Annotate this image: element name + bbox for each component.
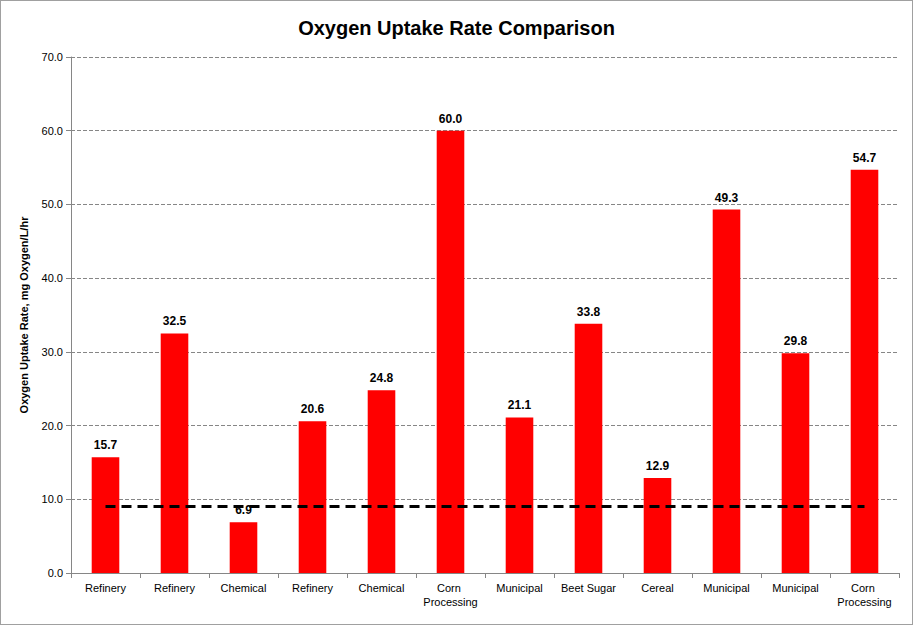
svg-text:0.0: 0.0 — [48, 567, 63, 579]
svg-text:Corn: Corn — [437, 582, 464, 594]
svg-text:15.7: 15.7 — [94, 438, 118, 452]
svg-text:54.7: 54.7 — [853, 151, 877, 165]
svg-text:Municipal: Municipal — [496, 582, 542, 594]
svg-text:32.5: 32.5 — [163, 314, 187, 328]
svg-text:10.0: 10.0 — [42, 493, 63, 505]
svg-text:50.0: 50.0 — [42, 198, 63, 210]
svg-text:33.8: 33.8 — [577, 305, 601, 319]
svg-text:12.9: 12.9 — [646, 459, 670, 473]
svg-text:60.0: 60.0 — [439, 112, 463, 126]
svg-text:Cereal: Cereal — [641, 582, 673, 594]
svg-text:Chemical: Chemical — [221, 582, 267, 594]
svg-text:21.1: 21.1 — [508, 398, 532, 412]
svg-text:49.3: 49.3 — [715, 191, 739, 205]
svg-text:Processing: Processing — [423, 596, 477, 608]
svg-text:Oxygen Uptake Rate, mg Oxygen/: Oxygen Uptake Rate, mg Oxygen/L/hr — [18, 216, 30, 414]
svg-text:20.0: 20.0 — [42, 420, 63, 432]
svg-text:20.6: 20.6 — [301, 402, 325, 416]
svg-text:Municipal: Municipal — [703, 582, 749, 594]
svg-text:Beet Sugar: Beet Sugar — [561, 582, 616, 594]
svg-text:Municipal: Municipal — [772, 582, 818, 594]
svg-text:29.8: 29.8 — [784, 334, 808, 348]
svg-text:Oxygen Uptake Rate Comparison: Oxygen Uptake Rate Comparison — [298, 17, 615, 39]
svg-text:Chemical: Chemical — [359, 582, 405, 594]
svg-text:Refinery: Refinery — [85, 582, 126, 594]
svg-text:Refinery: Refinery — [292, 582, 333, 594]
svg-text:30.0: 30.0 — [42, 346, 63, 358]
svg-text:Processing: Processing — [837, 596, 891, 608]
svg-text:Refinery: Refinery — [154, 582, 195, 594]
svg-text:40.0: 40.0 — [42, 272, 63, 284]
svg-text:Corn: Corn — [851, 582, 878, 594]
svg-text:6.9: 6.9 — [235, 503, 252, 518]
svg-text:60.0: 60.0 — [42, 125, 63, 137]
svg-text:24.8: 24.8 — [370, 371, 394, 385]
svg-text:70.0: 70.0 — [42, 51, 63, 63]
